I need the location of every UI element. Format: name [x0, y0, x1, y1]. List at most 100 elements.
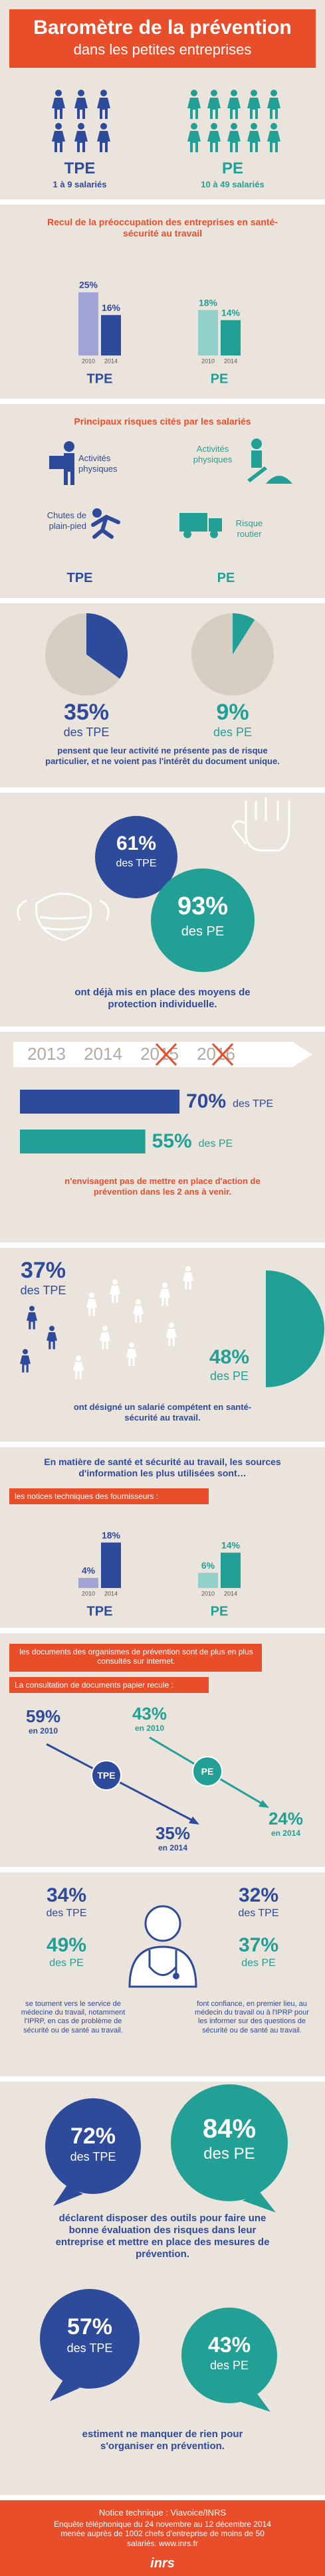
- logo: inrs: [150, 2556, 175, 2571]
- banner-text: les documents des organismes de préventi…: [19, 1647, 253, 1666]
- statement: ont déjà mis en place des moyens de prot…: [74, 987, 251, 1010]
- bar-label: 55%: [152, 1130, 192, 1152]
- bar: [78, 292, 98, 355]
- bar-label: 6%: [201, 1560, 215, 1571]
- statement: déclarent disposer des outils pour faire…: [55, 2213, 270, 2260]
- risk-icons: [49, 439, 292, 539]
- speech-bubbles: [40, 2084, 288, 2412]
- group-label: TPE: [87, 371, 113, 386]
- hbar: [20, 1090, 180, 1114]
- bar-sub: des TPE: [233, 1098, 273, 1110]
- pct: 72%: [70, 2124, 116, 2149]
- bar-sub: des PE: [199, 1138, 233, 1149]
- pct: 37%: [238, 1934, 279, 1956]
- pct-sub: des PE: [241, 1957, 276, 1969]
- notice-banner: [9, 1488, 209, 1504]
- subtitle: dans les petites entreprises: [73, 41, 252, 58]
- group-label: PE: [211, 1604, 229, 1619]
- intro-banner: [9, 1644, 262, 1672]
- risk-label: Risque routier: [235, 518, 263, 539]
- bar-year: 2014: [104, 357, 118, 364]
- tpe-label: TPE: [64, 159, 96, 177]
- pct-sub: en 2010: [134, 1724, 165, 1733]
- risk-label: Chutes de plain-pied: [47, 510, 86, 531]
- pct-sub: des PE: [203, 2145, 255, 2163]
- banner-text: les notices techniques des fournisseurs …: [15, 1492, 159, 1501]
- year: 2013: [27, 1044, 66, 1064]
- statement: font confiance, en premier lieu, au méde…: [195, 2000, 309, 2034]
- banner-text: La consultation de documents papier recu…: [15, 1680, 173, 1690]
- pct-sub: en 2014: [158, 1843, 188, 1852]
- pct: 24%: [268, 1809, 304, 1829]
- bar-year: 2010: [82, 357, 95, 364]
- pct: 48%: [209, 1346, 250, 1368]
- pct-sub: des TPE: [66, 2341, 113, 2355]
- bar-label: 14%: [221, 308, 241, 318]
- pe-sub: 10 à 49 salariés: [201, 179, 265, 189]
- bar-label: 16%: [102, 302, 121, 313]
- pct-sub: des PE: [209, 1369, 249, 1383]
- pe-circle: [151, 868, 255, 972]
- year: 2014: [84, 1044, 122, 1064]
- pct-sub: en 2010: [28, 1726, 58, 1735]
- statement: estiment ne manquer de rien pour s'organ…: [82, 2428, 243, 2452]
- trend-arrows: [46, 1736, 269, 1825]
- bar-year: 2010: [201, 1590, 215, 1597]
- pct: 34%: [46, 1884, 87, 1906]
- bar: [198, 1573, 218, 1588]
- pie-wedge: [86, 613, 128, 679]
- pct-sub: des TPE: [116, 858, 157, 869]
- pct: 9%: [216, 700, 249, 725]
- pct-sub: en 2014: [271, 1829, 301, 1838]
- timeline-banner: [13, 1042, 312, 1067]
- protection-icons: [17, 797, 290, 941]
- papier-banner: [9, 1677, 209, 1693]
- pct: 49%: [46, 1934, 87, 1956]
- pct-sub: des TPE: [238, 1908, 279, 1919]
- pct-sub: des TPE: [70, 2150, 116, 2163]
- pct: 43%: [207, 2333, 251, 2357]
- arrow-label: PE: [201, 1766, 214, 1777]
- risk-label: Activités physiques: [78, 453, 118, 474]
- bar: [101, 315, 121, 355]
- pct: 84%: [202, 2114, 257, 2143]
- bar: [221, 1552, 241, 1588]
- section-title: Principaux risques cités par les salarié…: [74, 416, 251, 427]
- pct-sub: des TPE: [20, 1284, 66, 1297]
- hbar: [20, 1130, 146, 1153]
- footer-title: Notice technique : Viavoice/INRS: [98, 2508, 227, 2518]
- pct: 59%: [25, 1706, 61, 1726]
- statement: n'envisagent pas de mettre en place d'ac…: [64, 1176, 261, 1197]
- pie-wedge: [233, 613, 255, 654]
- pct-sub: des PE: [213, 726, 253, 739]
- title: Baromètre de la prévention: [33, 17, 292, 39]
- pct: 35%: [155, 1823, 191, 1843]
- section-title: Recul de la préoccupation des entreprise…: [47, 217, 278, 239]
- footer-text: Enquête téléphonique du 24 novembre au 1…: [54, 2520, 271, 2548]
- pct-sub: des TPE: [63, 726, 110, 739]
- arrow-label: TPE: [97, 1770, 116, 1781]
- pct: 43%: [132, 1704, 167, 1724]
- statement: ont désigné un salarié compétent en sant…: [73, 1402, 252, 1423]
- bar-label: 70%: [186, 1090, 226, 1112]
- title-box: [9, 9, 316, 68]
- group-label: TPE: [66, 571, 93, 585]
- group-label: TPE: [87, 1604, 113, 1619]
- bar: [198, 310, 218, 355]
- bar-label: 25%: [79, 280, 98, 290]
- bar-label: 18%: [199, 297, 218, 308]
- bar-year: 2014: [224, 1590, 237, 1597]
- pct-sub: des TPE: [46, 1908, 87, 1919]
- bar: [221, 320, 241, 355]
- footer-box: [0, 2500, 325, 2576]
- pe-label: PE: [221, 159, 243, 177]
- bar-label: 4%: [82, 1565, 96, 1576]
- doctor-icon: [128, 1905, 197, 1988]
- section-title: En matière de santé et sécurité au trava…: [44, 1456, 281, 1478]
- pe-half-disc: [266, 1270, 324, 1387]
- pct: 32%: [238, 1884, 279, 1906]
- bar-label: 14%: [221, 1540, 241, 1551]
- bar: [78, 1577, 98, 1588]
- pct: 61%: [116, 833, 157, 854]
